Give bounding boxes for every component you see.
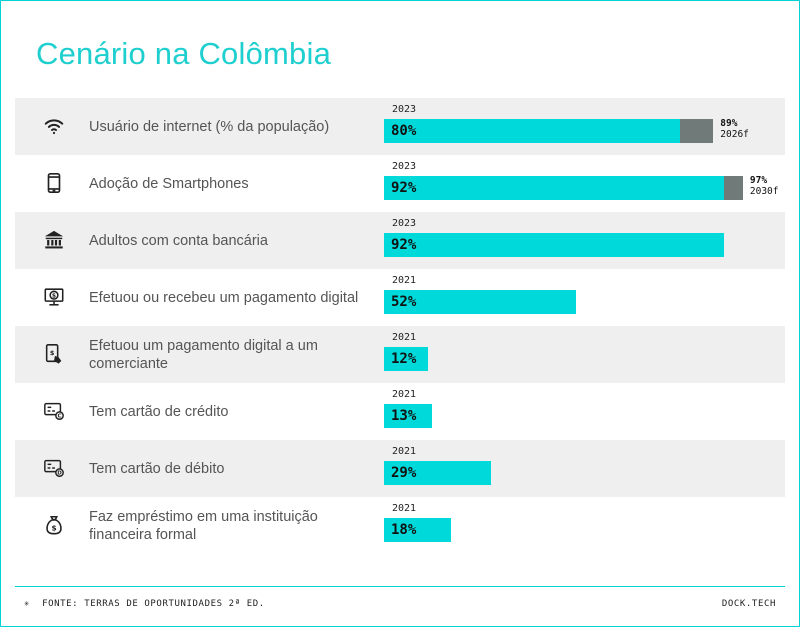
bar-area: 18% bbox=[384, 518, 754, 542]
row-label: Efetuou ou recebeu um pagamento digital bbox=[89, 289, 359, 306]
asterisk-icon: ✳ bbox=[24, 599, 31, 609]
bar-area: 12% bbox=[384, 347, 754, 371]
row-label: Usuário de internet (% da população) bbox=[89, 118, 330, 135]
source-note: ✳ FONTE: TERRAS DE OPORTUNIDADES 2ª ED. bbox=[24, 599, 265, 609]
row-label: Adoção de Smartphones bbox=[89, 175, 249, 192]
year-label: 2023 bbox=[392, 104, 417, 115]
value-label: 12% bbox=[391, 351, 417, 367]
year-label: 2023 bbox=[392, 218, 417, 229]
year-label: 2023 bbox=[392, 161, 417, 172]
svg-text:$: $ bbox=[50, 349, 55, 357]
forecast-label: 89% 2026f bbox=[720, 118, 749, 140]
source-text: FONTE: TERRAS DE OPORTUNIDADES 2ª ED. bbox=[42, 599, 265, 609]
row-label: Efetuou um pagamento digital a um comerc… bbox=[89, 337, 318, 372]
value-label: 29% bbox=[391, 465, 417, 481]
chart-title: Cenário na Colômbia bbox=[36, 36, 332, 71]
bar-area: 97% 2030f 92% bbox=[384, 175, 779, 200]
row-label: Tem cartão de débito bbox=[89, 460, 225, 477]
row-label: Adultos com conta bancária bbox=[89, 232, 268, 249]
chart-row: $ Faz empréstimo em uma instituição finan… bbox=[15, 497, 785, 554]
credit-card-icon: C bbox=[43, 400, 65, 422]
footer-divider bbox=[15, 586, 785, 587]
wifi-icon bbox=[43, 115, 65, 137]
chart-row: C Tem cartão de crédito 2021 13% bbox=[15, 383, 785, 440]
forecast-bar bbox=[680, 119, 714, 143]
chart-row: Adoção de Smartphones 2023 97% 2030f 92% bbox=[15, 155, 785, 212]
value-label: 92% bbox=[391, 237, 417, 253]
value-label: 92% bbox=[391, 180, 417, 196]
phone-payment-icon: $ bbox=[43, 343, 65, 365]
forecast-bar bbox=[724, 176, 743, 200]
chart-rows: Usuário de internet (% da população) 2023… bbox=[15, 98, 785, 554]
row-label: Faz empréstimo em uma instituição financ… bbox=[89, 508, 318, 543]
money-bag-icon: $ bbox=[43, 514, 65, 536]
forecast-label: 97% 2030f bbox=[750, 175, 779, 197]
value-bar bbox=[384, 176, 725, 200]
svg-text:$: $ bbox=[51, 523, 56, 532]
year-label: 2021 bbox=[392, 446, 417, 457]
chart-row: Adultos com conta bancária 2023 92% bbox=[15, 212, 785, 269]
value-label: 13% bbox=[391, 408, 417, 424]
digital-payment-monitor-icon: $ bbox=[43, 286, 65, 308]
svg-text:D: D bbox=[57, 471, 62, 477]
year-label: 2021 bbox=[392, 503, 417, 514]
value-bar bbox=[384, 233, 725, 257]
forecast-value: 97% bbox=[749, 175, 768, 186]
bar-area: 29% bbox=[384, 461, 754, 485]
svg-text:C: C bbox=[57, 414, 61, 420]
chart-row: $ Efetuou um pagamento digital a um comer… bbox=[15, 326, 785, 383]
value-label: 80% bbox=[391, 123, 417, 139]
year-label: 2021 bbox=[392, 275, 417, 286]
chart-row: $ Efetuou ou recebeu um pagamento digital… bbox=[15, 269, 785, 326]
svg-text:$: $ bbox=[52, 293, 56, 300]
value-bar bbox=[384, 119, 680, 143]
row-label: Tem cartão de crédito bbox=[89, 403, 229, 420]
forecast-year: 2030f bbox=[749, 186, 779, 197]
brand-label: DOCK.TECH bbox=[721, 599, 776, 609]
debit-card-icon: D bbox=[43, 457, 65, 479]
value-bar bbox=[384, 404, 433, 428]
value-label: 18% bbox=[391, 522, 417, 538]
chart-row: Usuário de internet (% da população) 2023… bbox=[15, 98, 785, 155]
smartphone-icon bbox=[43, 172, 65, 194]
bar-area: 13% bbox=[384, 404, 754, 428]
value-bar bbox=[384, 461, 492, 485]
value-bar bbox=[384, 347, 429, 371]
year-label: 2021 bbox=[392, 332, 417, 343]
bank-icon bbox=[43, 229, 65, 251]
value-bar bbox=[384, 518, 451, 542]
bar-area: 92% bbox=[384, 233, 754, 257]
forecast-year: 2026f bbox=[720, 129, 749, 140]
forecast-value: 89% bbox=[720, 118, 738, 129]
bar-area: 89% 2026f 80% bbox=[384, 118, 754, 143]
year-label: 2021 bbox=[392, 389, 417, 400]
value-bar bbox=[384, 290, 577, 314]
value-label: 52% bbox=[391, 294, 417, 310]
chart-row: D Tem cartão de débito 2021 29% bbox=[15, 440, 785, 497]
bar-area: 52% bbox=[384, 290, 754, 314]
